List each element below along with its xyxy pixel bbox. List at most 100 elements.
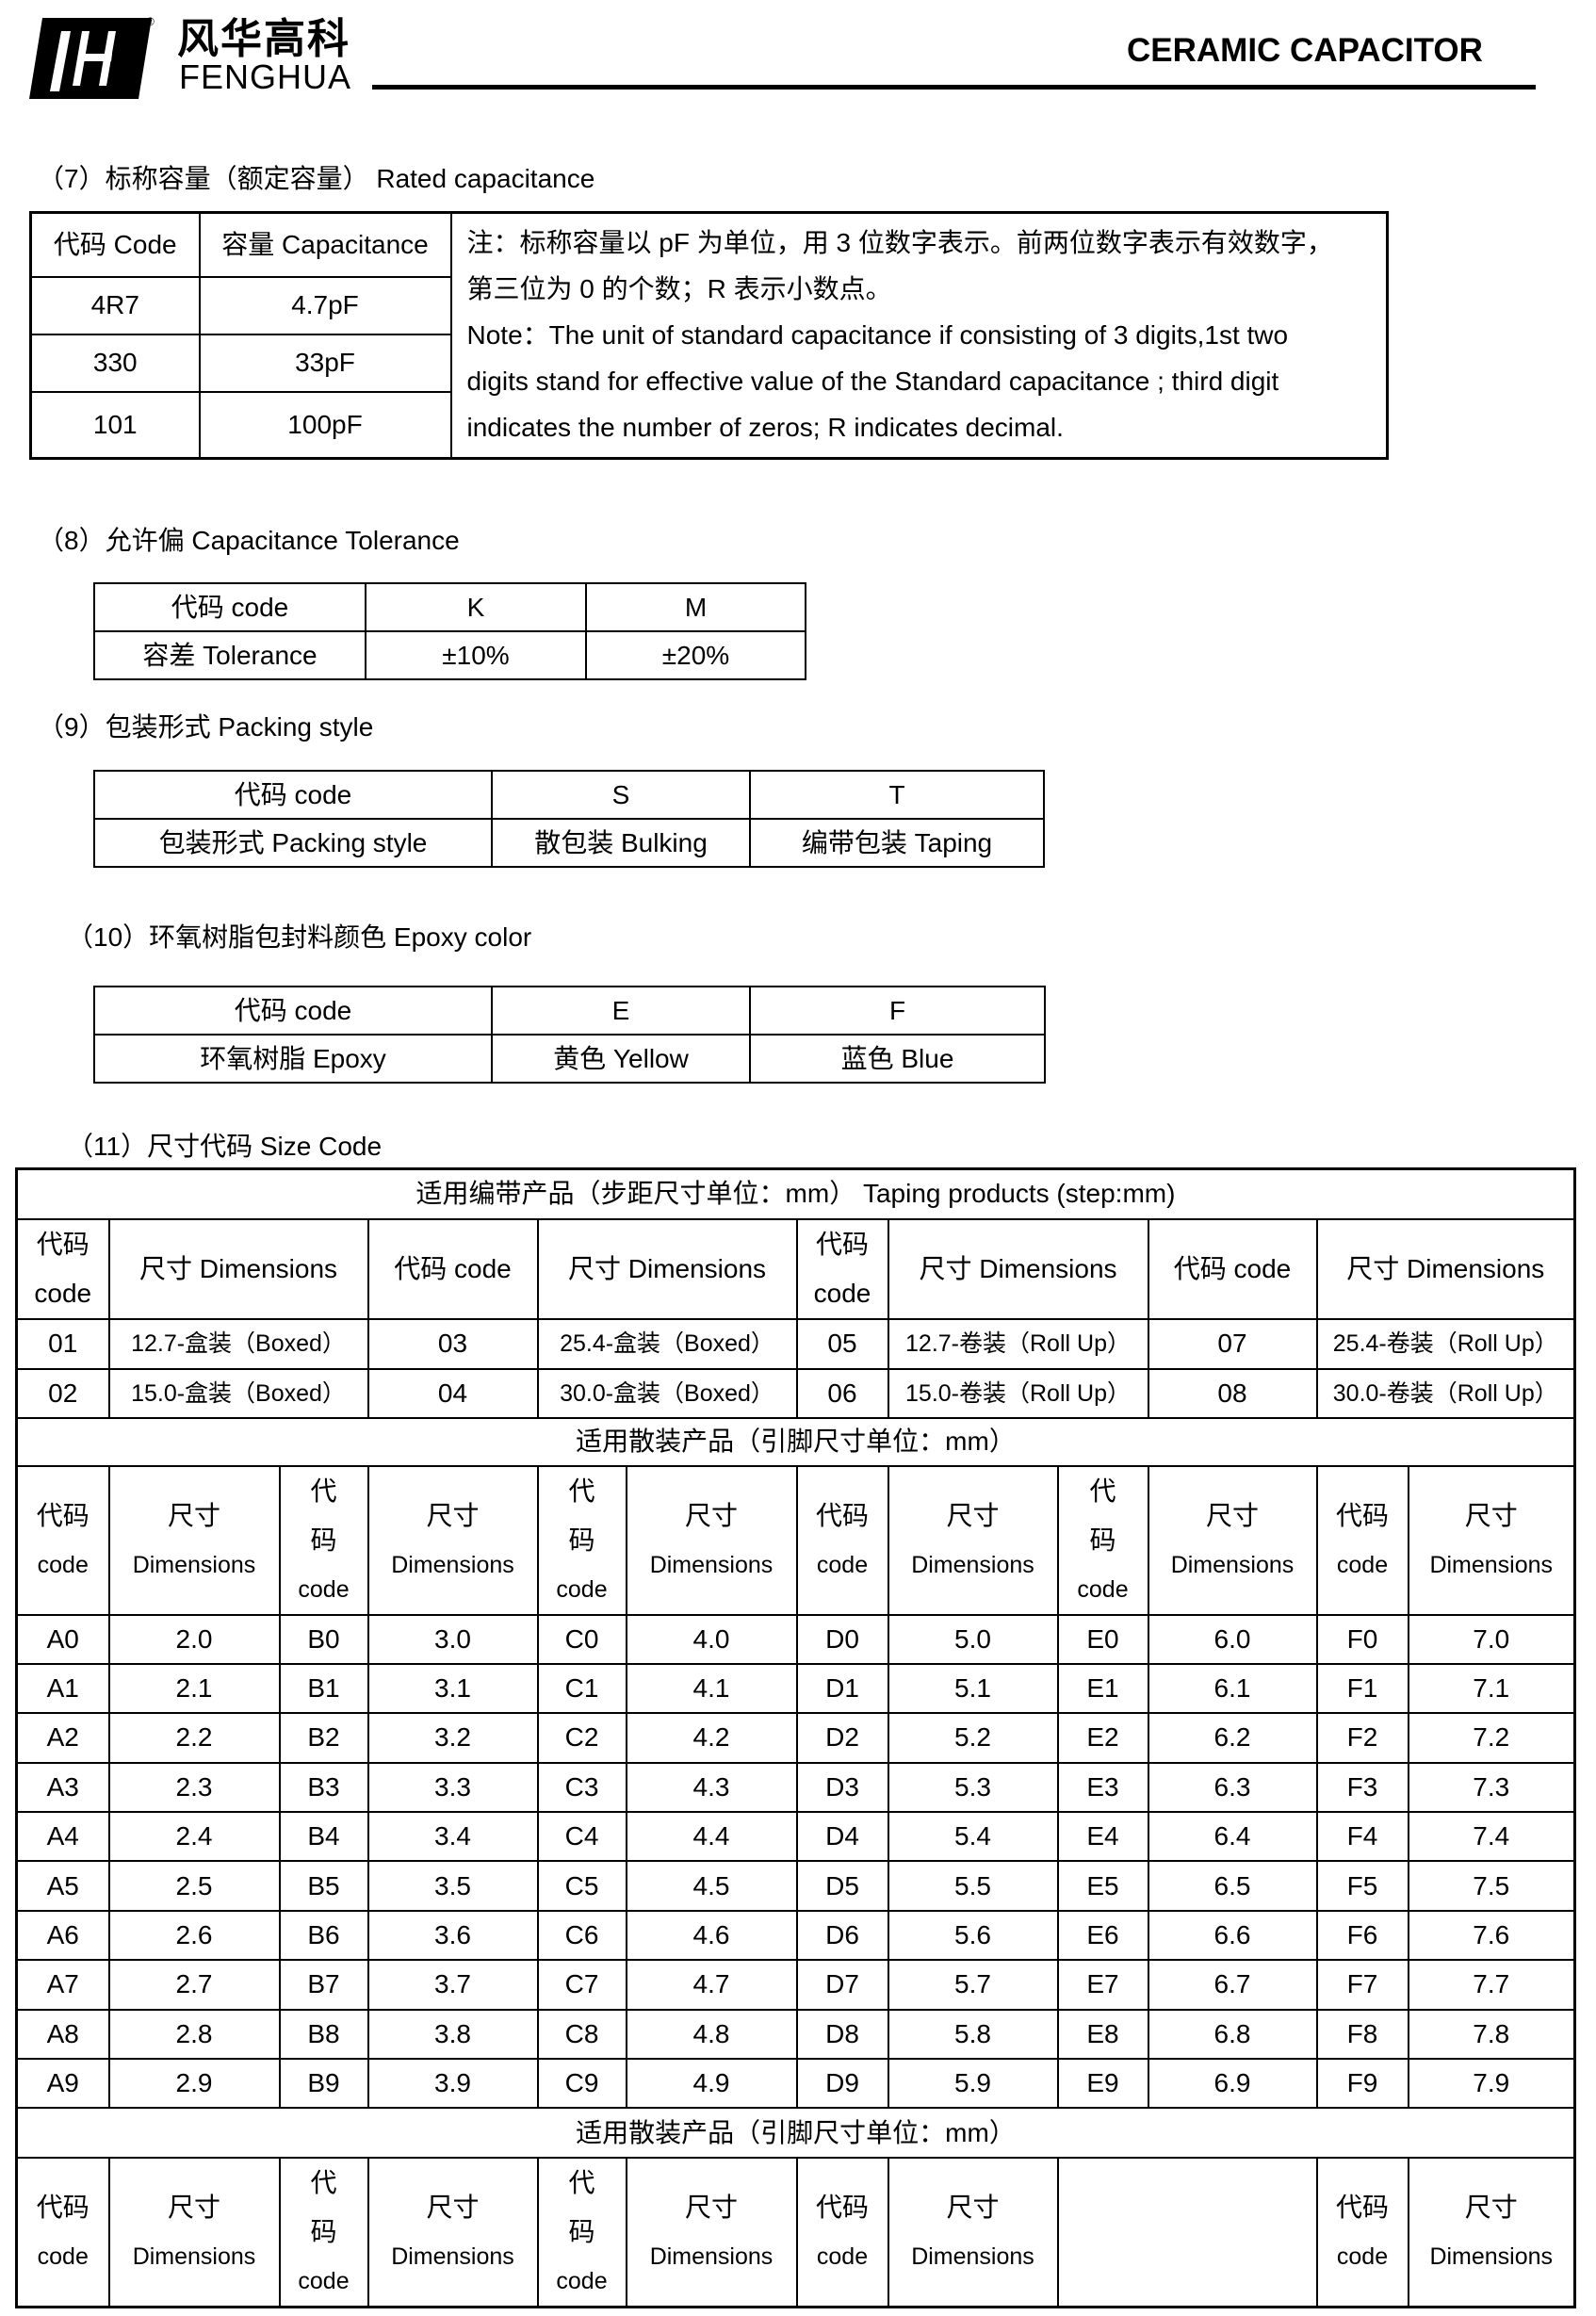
header-line: Dimensions [1170,1551,1295,1578]
code-cell: C1 [536,1662,627,1715]
header-line: 代 [568,1476,595,1506]
header-line: Dimensions [911,1551,1034,1578]
header-line: 尺寸 [167,2193,220,2223]
code-cell: F1 [1315,1662,1409,1715]
fenghua-logo [29,18,152,99]
code-cell: D1 [795,1662,889,1715]
table-row: A9 2.9 B9 3.9 C9 4.9 D9 5.9 E9 6.9 F9 7.9 [15,2058,1576,2110]
dimension-cell: 4.3 [625,1761,798,1814]
code-cell: F7 [1315,1959,1409,2011]
dimension-cell: 6.9 [1147,2058,1318,2110]
table-row: 环氧树脂 Epoxy 黄色 Yellow 蓝色 Blue [93,1034,1046,1084]
table-cell: 蓝色 Blue [749,1034,1046,1084]
dimension-cell: 6.5 [1147,1860,1318,1912]
dimension-cell: 2.9 [107,2058,281,2110]
dimension-cell: 7.9 [1407,2058,1576,2110]
header-line: Dimensions [132,2243,256,2271]
code-header: 代码 code [1315,1464,1409,1616]
code-header: 代码 code [278,1464,369,1616]
dimension-cell: 3.4 [366,1811,539,1863]
dimension-cell: 6.0 [1147,1613,1318,1665]
code-cell: E5 [1056,1860,1149,1912]
dimension-cell: 4.5 [625,1860,798,1912]
dimension-cell: 7.4 [1407,1811,1576,1863]
dimension-cell: 2.7 [107,1959,281,2011]
table-cell: S [491,770,751,820]
code-cell: 330 [29,333,201,393]
header-row: 代码 code 尺寸 Dimensions 代码 code 尺寸 Dimensions 代码 co… [15,1464,1576,1616]
table-row: 01 12.7-盒装（Boxed） 03 25.4-盒装（Boxed） 05 12.7-卷… [15,1317,1576,1370]
header-line: 代码 [36,1229,90,1259]
dimensions-header: 尺寸 Dimensions [1407,2157,1576,2308]
dimensions-header: 尺寸 Dimensions [887,1217,1149,1320]
header-line: code [298,2268,350,2295]
table-cell: 编带包装 Taping [749,818,1045,868]
header-line: 尺寸 [946,2193,1000,2223]
code-cell: C5 [536,1860,627,1912]
rated-capacitance-table: 代码 Code 容量 Capacitance 注：标称容量以 pF 为单位，用 … [29,211,1389,460]
dimension-cell: 3.5 [366,1860,539,1912]
code-cell: D2 [795,1712,889,1764]
dimension-cell: 6.4 [1147,1811,1318,1863]
dimension-cell: 3.0 [366,1613,539,1665]
code-cell: 06 [795,1367,889,1419]
header-line: 代 [1089,1476,1116,1506]
dimension-cell: 7.7 [1407,1959,1576,2011]
dimension-cell: 7.5 [1407,1860,1576,1912]
dimension-cell: 2.2 [107,1712,281,1764]
table-cell: 环氧树脂 Epoxy [93,1034,493,1084]
header-capacitance: 容量 Capacitance [198,211,452,278]
table-row: A7 2.7 B7 3.7 C7 4.7 D7 5.7 E7 6.7 F7 7.7 [15,1959,1576,2011]
section-8-heading: （8）允许偏 Capacitance Tolerance [38,526,460,555]
code-cell: A8 [15,2008,110,2061]
code-cell: 02 [15,1367,110,1419]
code-header: 代码 code [1147,1217,1318,1320]
header-line: code [816,1551,869,1578]
table-cell: 代码 code [93,770,493,820]
table-row: 02 15.0-盒装（Boxed） 04 30.0-盒装（Boxed） 06 15.0-卷… [15,1367,1576,1419]
header-line: 尺寸 [167,1500,220,1530]
table-row: A8 2.8 B8 3.8 C8 4.8 D8 5.8 E8 6.8 F8 7.8 [15,2008,1576,2061]
dimension-cell: 4.1 [625,1662,798,1715]
empty-header [1056,2157,1318,2308]
code-cell: D5 [795,1860,889,1912]
dimensions-header: 尺寸 Dimensions [1147,1464,1318,1616]
header-line: code [34,1278,92,1308]
header-line: 代码 [36,2193,90,2223]
code-cell: C3 [536,1761,627,1814]
code-cell: D7 [795,1959,889,2011]
code-cell: A5 [15,1860,110,1912]
header-row: 代码 code 尺寸 Dimensions 代码 code 尺寸 Dimensions 代码 co… [15,2157,1576,2308]
code-cell: D3 [795,1761,889,1814]
capacitance-note: 注：标称容量以 pF 为单位，用 3 位数字表示。前两位数字表示有效数字， 第三… [449,211,1389,460]
code-cell: D8 [795,2008,889,2061]
dimension-cell: 3.3 [366,1761,539,1814]
dimension-cell: 2.5 [107,1860,281,1912]
code-cell: F2 [1315,1712,1409,1764]
dimensions-header: 尺寸 Dimensions [366,2157,539,2308]
code-cell: D9 [795,2058,889,2110]
code-cell: 07 [1147,1317,1318,1370]
dimension-cell: 4.7 [625,1959,798,2011]
code-cell: B8 [278,2008,369,2061]
header-line: 代码 [36,1500,90,1530]
table-cell: T [749,770,1045,820]
code-cell: C6 [536,1909,627,1962]
code-cell: F5 [1315,1860,1409,1912]
header-line: 代码 [815,1500,869,1530]
header-line: code [1336,1551,1389,1578]
epoxy-color-table: 代码 code E F 环氧树脂 Epoxy 黄色 Yellow 蓝色 Blue [93,986,1046,1084]
table-cell: F [749,986,1046,1036]
section-title-row: 适用散装产品（引脚尺寸单位：mm） [15,1416,1576,1467]
dimension-cell: 7.0 [1407,1613,1576,1665]
dimensions-header: 尺寸 Dimensions [107,1217,369,1320]
header-line: 码 [310,1525,337,1555]
header-line: 尺寸 Dimensions [138,1253,338,1283]
dimensions-header: 尺寸 Dimensions [887,1464,1059,1616]
code-header: 代码 code [795,1217,889,1320]
header-line: 代码 [1335,2193,1389,2223]
brand-name-cn: 风华高科 [177,16,350,62]
table-cell: 代码 code [93,582,366,632]
code-cell: 03 [366,1317,539,1370]
dimension-cell: 15.0-盒装（Boxed） [107,1367,369,1419]
